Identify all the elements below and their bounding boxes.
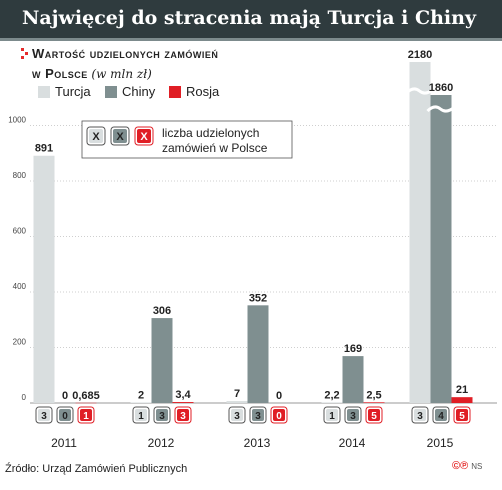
data-label: 352 [249, 292, 267, 304]
data-label: 891 [35, 143, 53, 155]
bar-turcja-2014 [321, 402, 343, 403]
x-tick-label: 2012 [148, 436, 175, 450]
logo-mark: ©℗ [452, 460, 469, 472]
data-label: 21 [456, 384, 468, 396]
y-tick-label: 800 [13, 171, 27, 180]
data-label: 306 [153, 305, 171, 317]
count-label: 1 [83, 411, 89, 422]
count-box [135, 409, 147, 421]
subtitle-line2: w Polsce [32, 66, 88, 81]
data-label: 3,4 [175, 389, 191, 401]
count-box [326, 409, 338, 421]
bar-turcja-2013 [226, 401, 248, 403]
annotation-icon-label: X [116, 131, 124, 143]
data-label: 0,685 [72, 390, 100, 402]
count-box [273, 409, 285, 421]
count-label: 1 [138, 411, 144, 422]
data-label: 0 [62, 390, 68, 402]
annotation-icon [89, 129, 103, 143]
count-label: 3 [41, 411, 47, 422]
source-note: Źródło: Urząd Zamówień Publicznych [5, 463, 188, 475]
bar-rosja-2014 [363, 402, 385, 403]
bar-turcja-2011 [33, 155, 55, 403]
bar-rosja-2012 [172, 402, 194, 403]
legend-label: Chiny [122, 84, 156, 99]
count-label: 3 [180, 411, 186, 422]
legend-label: Rosja [186, 84, 220, 99]
y-tick-label: 0 [22, 393, 27, 402]
data-label: 2,2 [324, 389, 339, 401]
x-tick-label: 2013 [244, 436, 271, 450]
bar-chart: 020040060080010008913000,685120112130633… [8, 49, 497, 450]
data-label: 7 [234, 388, 240, 400]
title-bar: Najwięcej do stracenia mają Turcja i Chi… [0, 0, 502, 41]
axis-break-mark [426, 105, 456, 113]
count-box [435, 409, 447, 421]
axis-break-mark [405, 87, 435, 95]
count-label: 3 [159, 411, 165, 422]
y-tick-label: 400 [13, 282, 27, 291]
bar-chiny-2012 [151, 318, 173, 403]
count-label: 3 [255, 411, 261, 422]
logo-suffix: NS [471, 462, 483, 471]
count-label: 3 [417, 411, 423, 422]
bar-turcja-2012 [130, 402, 152, 403]
publisher-logo: ©℗ NS [452, 460, 482, 472]
legend-label: Turcja [55, 84, 91, 99]
bar-turcja-2015 [409, 62, 431, 403]
bar-rosja-2015 [451, 397, 473, 403]
legend-swatch [169, 86, 181, 98]
data-label: 1860 [429, 82, 453, 94]
data-label: 0 [276, 390, 282, 402]
count-label: 4 [438, 411, 444, 422]
count-box [368, 409, 380, 421]
count-label: 0 [62, 411, 68, 422]
count-box [347, 409, 359, 421]
annotation-text: liczba udzielonych [162, 126, 259, 140]
count-box [156, 409, 168, 421]
count-label: 5 [459, 411, 465, 422]
count-box [252, 409, 264, 421]
data-label: 2 [138, 389, 144, 401]
annotation-icon [137, 129, 151, 143]
chart-title: Najwięcej do stracenia mają Turcja i Chi… [22, 7, 476, 29]
legend-swatch [105, 86, 117, 98]
legend-swatch [38, 86, 50, 98]
y-tick-label: 600 [13, 227, 27, 236]
x-tick-label: 2015 [427, 436, 454, 450]
count-box [177, 409, 189, 421]
bar-chiny-2013 [247, 305, 269, 403]
annotation-icon-label: X [92, 131, 100, 143]
count-label: 1 [329, 411, 335, 422]
bar-chiny-2014 [342, 356, 364, 403]
annotation-icon [113, 129, 127, 143]
x-tick-label: 2011 [51, 436, 77, 450]
y-tick-label: 200 [13, 338, 27, 347]
count-box [80, 409, 92, 421]
data-label: 2180 [408, 49, 432, 61]
y-tick-label: 1000 [8, 116, 26, 125]
annotation-icon-label: X [140, 131, 148, 143]
x-tick-label: 2014 [339, 436, 366, 450]
count-label: 3 [350, 411, 356, 422]
count-label: 0 [276, 411, 282, 422]
count-label: 5 [371, 411, 377, 422]
data-label: 169 [344, 343, 362, 355]
subtitle-unit: (w mln zł) [91, 67, 152, 81]
chart-subtitle: Wartość udzielonych zamówień w Polsce (w… [32, 44, 218, 84]
annotation-text: zamówień w Polsce [162, 141, 268, 155]
data-label: 2,5 [366, 389, 381, 401]
count-box [456, 409, 468, 421]
count-box [414, 409, 426, 421]
count-box [38, 409, 50, 421]
count-label: 3 [234, 411, 240, 422]
count-box [231, 409, 243, 421]
bar-chiny-2015 [430, 95, 452, 403]
subtitle-line1: Wartość udzielonych zamówień [32, 46, 219, 61]
count-box [59, 409, 71, 421]
